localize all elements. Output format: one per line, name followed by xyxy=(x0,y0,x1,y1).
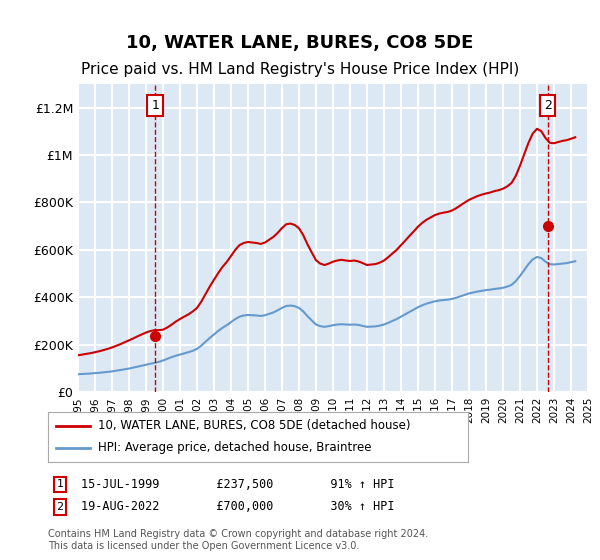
Text: 15-JUL-1999        £237,500        91% ↑ HPI: 15-JUL-1999 £237,500 91% ↑ HPI xyxy=(81,478,395,491)
Text: HPI: Average price, detached house, Braintree: HPI: Average price, detached house, Brai… xyxy=(98,441,372,454)
Text: Contains HM Land Registry data © Crown copyright and database right 2024.
This d: Contains HM Land Registry data © Crown c… xyxy=(48,529,428,551)
Text: 2: 2 xyxy=(56,502,64,512)
Text: 10, WATER LANE, BURES, CO8 5DE: 10, WATER LANE, BURES, CO8 5DE xyxy=(127,34,473,52)
Text: 19-AUG-2022        £700,000        30% ↑ HPI: 19-AUG-2022 £700,000 30% ↑ HPI xyxy=(81,500,395,514)
Text: 2: 2 xyxy=(544,99,551,112)
Text: 1: 1 xyxy=(151,99,159,112)
Text: 10, WATER LANE, BURES, CO8 5DE (detached house): 10, WATER LANE, BURES, CO8 5DE (detached… xyxy=(98,419,411,432)
Text: Price paid vs. HM Land Registry's House Price Index (HPI): Price paid vs. HM Land Registry's House … xyxy=(81,62,519,77)
Text: 1: 1 xyxy=(56,479,64,489)
